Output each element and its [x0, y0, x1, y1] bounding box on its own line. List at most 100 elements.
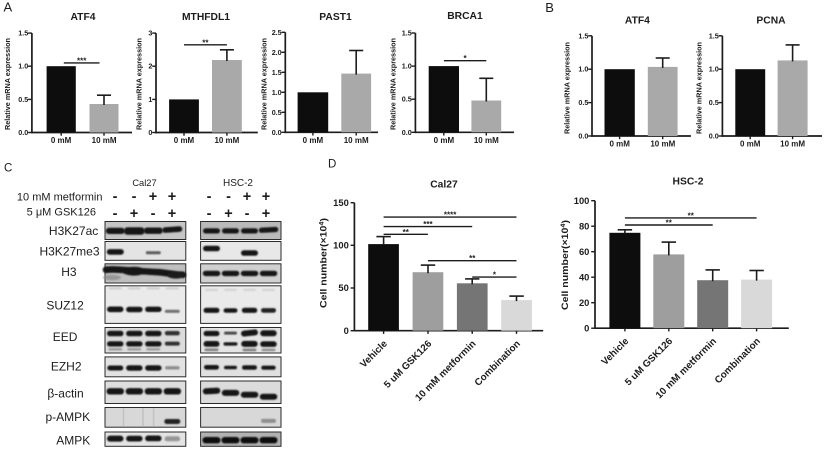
svg-text:B: B	[545, 0, 554, 15]
svg-text:MTHFDL1: MTHFDL1	[182, 12, 230, 23]
svg-text:60: 60	[579, 246, 589, 257]
svg-text:PAST1: PAST1	[319, 12, 352, 23]
svg-text:100: 100	[333, 240, 349, 251]
svg-text:0.0: 0.0	[402, 128, 412, 137]
svg-text:-: -	[207, 206, 212, 222]
svg-text:H3K27me3: H3K27me3	[39, 244, 99, 258]
svg-text:-: -	[207, 189, 212, 205]
svg-text:ATF4: ATF4	[625, 15, 650, 26]
svg-text:0 mM: 0 mM	[51, 136, 72, 145]
svg-text:PCNA: PCNA	[756, 15, 786, 26]
svg-text:HSC-2: HSC-2	[673, 177, 704, 188]
svg-text:-: -	[113, 189, 118, 205]
svg-text:2: 2	[148, 62, 152, 71]
svg-text:p-AMPK: p-AMPK	[45, 410, 90, 424]
svg-text:***: ***	[423, 220, 433, 229]
svg-text:1.5: 1.5	[709, 31, 719, 40]
svg-text:10 mM: 10 mM	[474, 136, 499, 145]
svg-text:+: +	[130, 206, 138, 222]
svg-text:10 mM: 10 mM	[780, 140, 805, 149]
svg-text:**: **	[666, 219, 673, 228]
svg-text:+: +	[224, 206, 232, 222]
svg-text:SUZ12: SUZ12	[46, 299, 84, 313]
svg-text:C: C	[4, 163, 12, 175]
svg-text:0.0: 0.0	[578, 132, 588, 141]
svg-text:-: -	[151, 206, 156, 222]
svg-text:-: -	[245, 206, 250, 222]
svg-text:0 mM: 0 mM	[434, 136, 455, 145]
svg-text:0.5: 0.5	[18, 95, 28, 104]
svg-text:10 mM: 10 mM	[650, 140, 675, 149]
svg-text:0.0: 0.0	[272, 128, 282, 137]
svg-text:Relative mRNA expression: Relative mRNA expression	[695, 42, 704, 134]
svg-text:Relative mRNA expression: Relative mRNA expression	[388, 38, 397, 130]
svg-text:Cell number(×104): Cell number(×104)	[560, 220, 570, 310]
svg-text:D: D	[328, 159, 336, 171]
svg-text:β-actin: β-actin	[47, 387, 83, 401]
svg-text:**: **	[688, 211, 695, 220]
svg-text:+: +	[149, 189, 157, 205]
svg-text:0 mM: 0 mM	[740, 140, 761, 149]
svg-text:AMPK: AMPK	[56, 433, 90, 447]
svg-text:Relative mRNA expression: Relative mRNA expression	[135, 38, 144, 130]
svg-text:***: ***	[77, 56, 87, 65]
svg-text:Relative mRNA expression: Relative mRNA expression	[563, 42, 572, 134]
svg-text:10 mM: 10 mM	[344, 136, 369, 145]
svg-text:-: -	[113, 206, 118, 222]
svg-text:50: 50	[338, 282, 348, 293]
svg-text:0.0: 0.0	[709, 132, 719, 141]
svg-text:A: A	[4, 0, 13, 15]
svg-text:0.5: 0.5	[402, 95, 412, 104]
svg-text:1.5: 1.5	[578, 31, 588, 40]
svg-text:**: **	[403, 228, 410, 237]
svg-text:-: -	[226, 189, 231, 205]
svg-text:1.5: 1.5	[402, 29, 412, 38]
svg-text:ATF4: ATF4	[71, 12, 96, 23]
svg-text:1.0: 1.0	[709, 65, 719, 74]
svg-text:H3: H3	[61, 265, 77, 279]
svg-text:+: +	[168, 189, 176, 205]
svg-text:+: +	[262, 206, 270, 222]
svg-text:2.0: 2.0	[272, 48, 282, 57]
svg-text:1.5: 1.5	[18, 29, 28, 38]
svg-text:3: 3	[148, 29, 152, 38]
svg-text:10 mM: 10 mM	[92, 136, 117, 145]
svg-text:0: 0	[148, 128, 152, 137]
svg-text:1.0: 1.0	[578, 65, 588, 74]
svg-text:0 mM: 0 mM	[609, 140, 630, 149]
svg-text:2.5: 2.5	[272, 28, 282, 37]
svg-text:1.0: 1.0	[272, 88, 282, 97]
svg-text:1.5: 1.5	[272, 68, 282, 77]
svg-text:HSC-2: HSC-2	[223, 178, 253, 189]
svg-text:H3K27ac: H3K27ac	[49, 224, 98, 238]
svg-text:150: 150	[333, 197, 349, 208]
svg-text:0 mM: 0 mM	[303, 136, 324, 145]
svg-text:20: 20	[579, 297, 589, 308]
svg-text:10 mM: 10 mM	[214, 136, 239, 145]
svg-text:EED: EED	[53, 330, 78, 344]
svg-text:Relative mRNA expression: Relative mRNA expression	[260, 38, 269, 130]
svg-text:*: *	[464, 54, 468, 63]
svg-text:80: 80	[579, 220, 589, 231]
svg-text:+: +	[168, 206, 176, 222]
svg-text:Cal27: Cal27	[132, 178, 156, 188]
svg-text:40: 40	[579, 271, 589, 282]
svg-text:**: **	[202, 38, 209, 47]
svg-text:+: +	[262, 189, 270, 205]
svg-text:0: 0	[584, 322, 589, 333]
svg-text:1: 1	[148, 95, 152, 104]
svg-text:**: **	[469, 254, 476, 263]
svg-text:-: -	[132, 189, 137, 205]
svg-text:10 mM metformin: 10 mM metformin	[17, 191, 103, 203]
svg-text:+: +	[243, 189, 251, 205]
svg-text:5 μM GSK126: 5 μM GSK126	[27, 206, 96, 218]
svg-text:0.5: 0.5	[272, 108, 282, 117]
svg-text:0.5: 0.5	[578, 98, 588, 107]
svg-text:100: 100	[574, 195, 590, 206]
svg-text:0.0: 0.0	[18, 128, 28, 137]
svg-text:1.0: 1.0	[18, 62, 28, 71]
svg-text:0 mM: 0 mM	[174, 136, 195, 145]
svg-text:0: 0	[344, 325, 349, 336]
svg-text:****: ****	[444, 211, 457, 220]
svg-text:Cell number(×104): Cell number(×104)	[319, 218, 329, 308]
